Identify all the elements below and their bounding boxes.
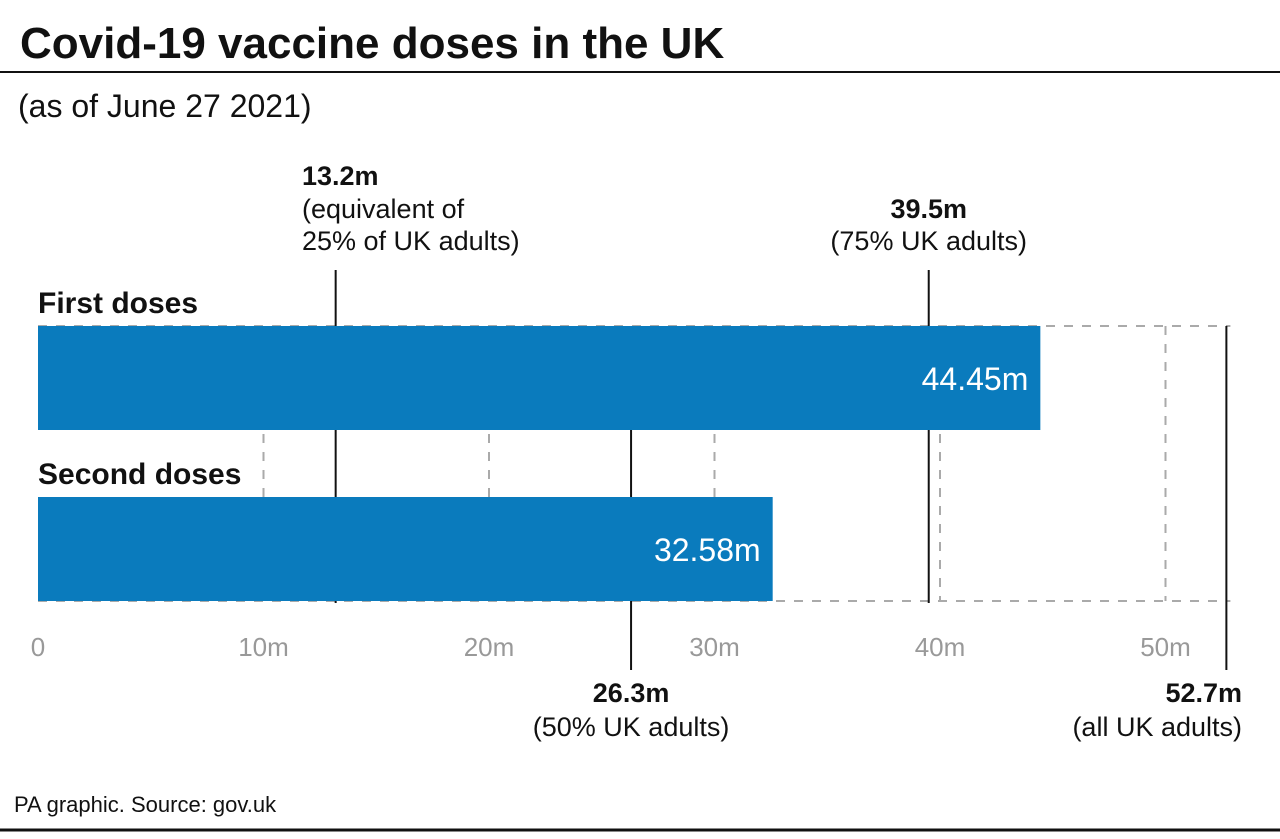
category-label: Second doses (38, 458, 241, 491)
bar-value-label: 32.58m (654, 532, 761, 568)
category-label: First doses (38, 287, 198, 320)
x-tick-label: 0 (31, 632, 45, 662)
annotation-label: 52.7m (1165, 678, 1242, 708)
x-axis-ticks: 0 10m 20m 30m 40m 50m (31, 632, 1191, 662)
bars: First doses 44.45m Second doses 32.58m (38, 287, 1041, 601)
annotation-label: 39.5m (890, 194, 967, 224)
bar-value-label: 44.45m (922, 361, 1029, 397)
annotation-note: (75% UK adults) (830, 226, 1027, 256)
annotation-note: (all UK adults) (1072, 712, 1242, 742)
annotation-note: (equivalent of (302, 194, 465, 224)
x-tick-label: 30m (689, 632, 740, 662)
bar-0 (38, 326, 1041, 430)
x-tick-label: 50m (1140, 632, 1191, 662)
annotation-label: 13.2m (302, 161, 379, 191)
chart-title: Covid-19 vaccine doses in the UK (20, 19, 724, 68)
footer-source: PA graphic. Source: gov.uk (14, 792, 277, 817)
bar-1 (38, 497, 773, 601)
x-tick-label: 20m (464, 632, 515, 662)
chart-subtitle: (as of June 27 2021) (18, 88, 312, 124)
x-tick-label: 40m (915, 632, 966, 662)
annotation-note: (50% UK adults) (533, 712, 730, 742)
annotation-note: 25% of UK adults) (302, 226, 520, 256)
annotation-label: 26.3m (593, 678, 670, 708)
x-tick-label: 10m (238, 632, 289, 662)
